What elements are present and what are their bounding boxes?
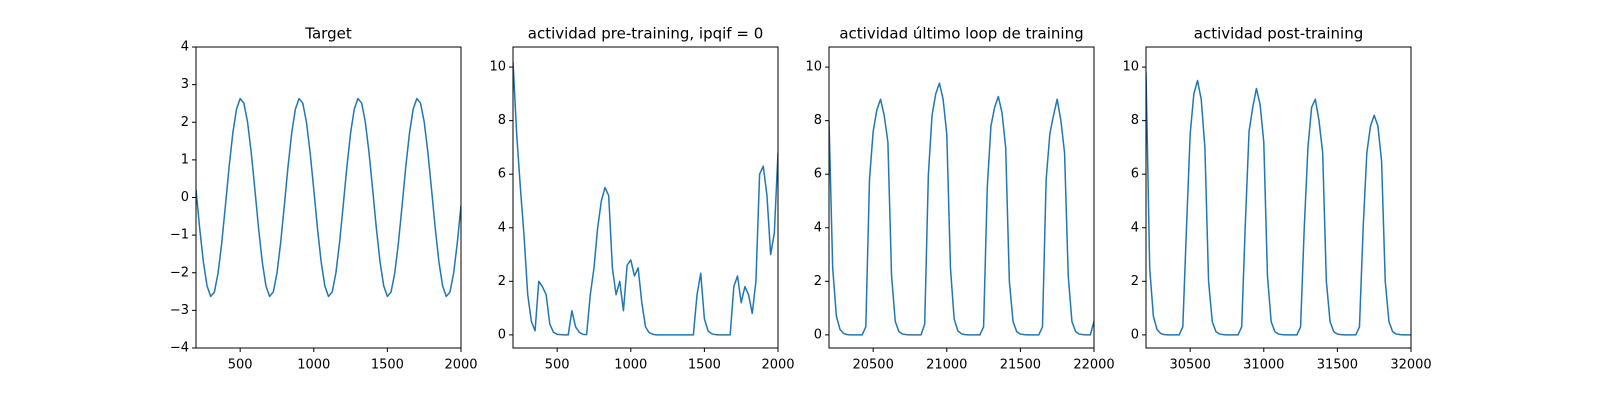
y-tick-label: 4	[181, 40, 189, 55]
panel-title: actividad post-training	[1194, 25, 1363, 43]
y-tick-label: 10	[1122, 60, 1139, 75]
x-tick-label: 1500	[688, 358, 721, 373]
y-tick-label: 4	[1131, 220, 1139, 235]
y-tick-label: 0	[498, 327, 506, 342]
y-tick-label: 2	[498, 274, 506, 289]
x-tick-label: 20500	[852, 358, 893, 373]
plot-frame	[195, 46, 462, 349]
x-tick-label: 1500	[371, 358, 404, 373]
x-tick-label: 500	[545, 358, 570, 373]
panel-title: actividad último loop de training	[839, 25, 1083, 43]
y-tick-label: 2	[814, 274, 822, 289]
x-tick-label: 2000	[444, 358, 477, 373]
x-tick-label: 500	[228, 358, 253, 373]
x-tick-label: 1000	[297, 358, 330, 373]
y-tick-label: 6	[1131, 167, 1139, 182]
x-tick-label: 21500	[1000, 358, 1041, 373]
plot-frame	[1145, 46, 1412, 349]
y-tick-label: −3	[170, 303, 189, 318]
y-tick-label: 0	[181, 190, 189, 205]
panel-title: actividad pre-training, ipqif = 0	[528, 25, 764, 43]
y-tick-label: 0	[814, 327, 822, 342]
y-tick-label: 4	[498, 220, 506, 235]
x-tick-label: 1000	[614, 358, 647, 373]
y-tick-label: 1	[181, 152, 189, 167]
y-tick-label: 4	[814, 220, 822, 235]
y-tick-label: −4	[170, 341, 189, 356]
y-tick-label: 6	[814, 167, 822, 182]
panel-title: Target	[304, 25, 352, 43]
line	[196, 97, 461, 298]
x-tick-label: 30500	[1169, 358, 1210, 373]
y-tick-label: 10	[805, 60, 822, 75]
x-tick-label: 2000	[761, 358, 794, 373]
line	[829, 82, 1094, 336]
x-tick-label: 31500	[1317, 358, 1358, 373]
x-tick-label: 21000	[926, 358, 967, 373]
plot-frame	[828, 46, 1095, 349]
y-tick-label: 10	[489, 60, 506, 75]
y-tick-label: 2	[181, 115, 189, 130]
y-tick-label: 3	[181, 77, 189, 92]
y-tick-label: −2	[170, 265, 189, 280]
y-tick-label: 8	[814, 113, 822, 128]
x-tick-label: 22000	[1073, 358, 1114, 373]
y-tick-label: −1	[170, 228, 189, 243]
line	[1146, 72, 1411, 336]
y-tick-label: 8	[1131, 113, 1139, 128]
line	[513, 61, 778, 336]
x-tick-label: 31000	[1243, 358, 1284, 373]
y-tick-label: 0	[1131, 327, 1139, 342]
y-tick-label: 8	[498, 113, 506, 128]
x-tick-label: 32000	[1390, 358, 1431, 373]
y-tick-label: 6	[498, 167, 506, 182]
plot-frame	[512, 46, 779, 349]
y-tick-label: 2	[1131, 274, 1139, 289]
